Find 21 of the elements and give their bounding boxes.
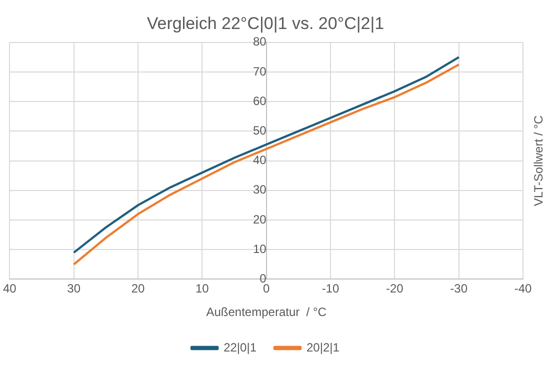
y-tick-label: 10: [252, 242, 267, 256]
y-tick-label: 70: [252, 64, 267, 78]
y-tick-label: 80: [252, 34, 267, 49]
x-tick-label: -40: [514, 282, 532, 296]
x-axis-title: Außentemperatur / °C: [206, 305, 327, 320]
x-tick-label: 10: [195, 282, 210, 296]
x-tick-label: 40: [2, 282, 17, 296]
x-tick-label: -10: [322, 282, 340, 296]
x-tick-label: 20: [131, 282, 145, 296]
y-axis-title: VLT-Sollwert / °C: [531, 115, 546, 206]
y-tick-label: 30: [252, 182, 267, 197]
y-tick-label: 40: [252, 153, 267, 168]
y-tick-label: 60: [252, 94, 267, 108]
y-tick-label: 50: [252, 124, 267, 138]
x-tick-label: 30: [67, 282, 81, 296]
legend-label: 22|0|1: [224, 340, 257, 354]
chart-title: Vergleich 22°C|0|1 vs. 20°C|2|1: [146, 14, 384, 33]
y-tick-label: 20: [252, 212, 267, 226]
x-tick-label: -20: [386, 282, 404, 296]
legend-label: 20|2|1: [306, 340, 340, 354]
x-tick-label: -30: [450, 282, 468, 296]
